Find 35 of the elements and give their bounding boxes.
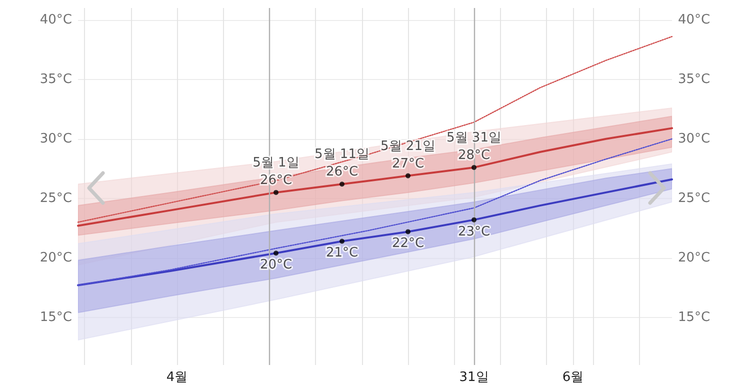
data-label: 28°C — [458, 148, 490, 163]
data-label: 20°C — [260, 258, 292, 273]
annotation: 5월 31일 — [446, 130, 502, 146]
data-label: 26°C — [326, 164, 358, 180]
annotation: 5월 1일 — [252, 155, 300, 170]
data-label: 21°C — [326, 246, 358, 261]
y2-tick-label: 20°C — [678, 250, 710, 266]
x-tick-label: 4월 — [166, 370, 188, 385]
x-tick-label: 6월 — [562, 370, 584, 385]
point — [472, 164, 476, 170]
ref-line-label: 31일 — [459, 370, 489, 385]
annotation: 5월 11일 — [314, 147, 370, 162]
line-series — [77, 36, 673, 223]
y-tick-label: 15°C — [40, 310, 72, 325]
point — [340, 182, 344, 187]
y-tick-label: 40°C — [40, 12, 72, 28]
data-label: 22°C — [392, 236, 424, 252]
y-tick-label: 20°C — [40, 250, 72, 266]
point — [406, 173, 410, 178]
y2-tick-label: 40°C — [678, 12, 710, 28]
line-series — [77, 127, 673, 227]
y-tick-label: 30°C — [40, 131, 72, 146]
point — [340, 238, 344, 244]
point — [274, 190, 278, 195]
point — [274, 250, 278, 256]
y2-tick-label: 30°C — [678, 131, 710, 146]
y-tick-label: 25°C — [40, 190, 72, 206]
data-label: 23°C — [458, 224, 490, 240]
y2-tick-label: 35°C — [678, 72, 710, 87]
y2-tick-label: 15°C — [678, 310, 710, 325]
point — [472, 217, 476, 222]
y-tick-label: 35°C — [40, 72, 72, 87]
point — [406, 229, 410, 234]
y2-tick-label: 25°C — [678, 190, 710, 206]
data-label: 27°C — [392, 156, 424, 172]
